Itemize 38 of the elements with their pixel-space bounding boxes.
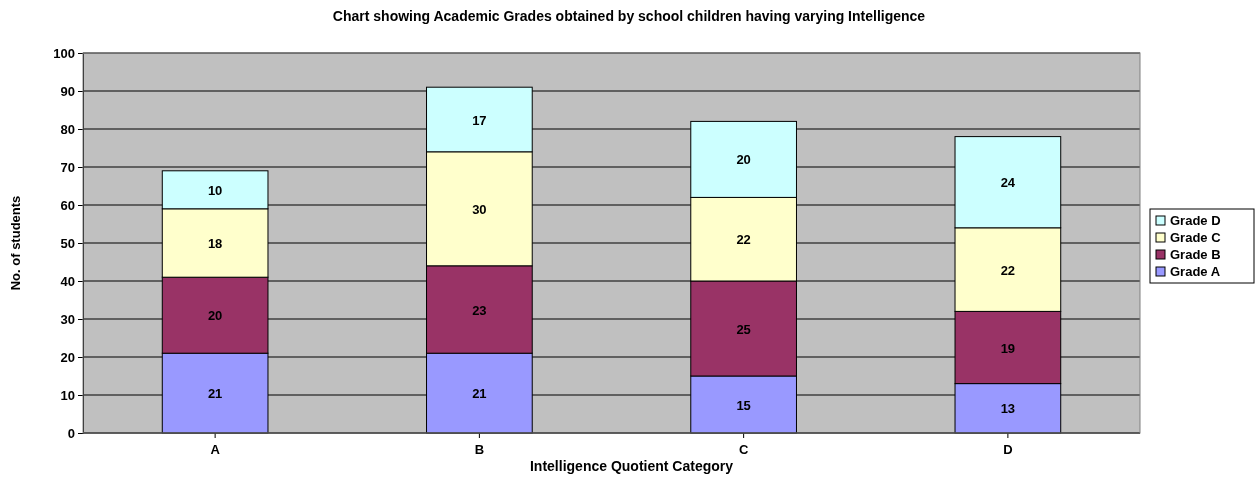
y-tick-label: 70 bbox=[60, 159, 75, 175]
chart-title: Chart showing Academic Grades obtained by school children having varying Intelligence bbox=[332, 8, 926, 24]
y-tick-label: 60 bbox=[60, 197, 75, 213]
data-label: 21 bbox=[472, 386, 487, 402]
data-label: 20 bbox=[207, 308, 223, 324]
y-tick-label: 100 bbox=[53, 45, 75, 61]
data-label: 30 bbox=[472, 201, 487, 217]
data-label: 22 bbox=[1000, 262, 1016, 278]
data-label: 23 bbox=[472, 302, 487, 318]
legend-label: Grade D bbox=[1170, 213, 1221, 228]
x-tick-label: B bbox=[474, 442, 485, 457]
data-label: 13 bbox=[1000, 401, 1016, 417]
y-tick-label: 50 bbox=[60, 235, 75, 251]
x-axis-title: Intelligence Quotient Category bbox=[529, 458, 734, 474]
data-label: 22 bbox=[736, 232, 751, 248]
data-label: 18 bbox=[207, 236, 223, 251]
x-tick-label: D bbox=[1003, 442, 1013, 457]
y-tick-label: 80 bbox=[60, 121, 75, 137]
legend-label: Grade B bbox=[1170, 247, 1221, 262]
data-label: 15 bbox=[736, 397, 751, 413]
data-label: 20 bbox=[736, 152, 751, 168]
data-label: 25 bbox=[736, 321, 751, 337]
y-axis-title: No. of students bbox=[8, 195, 23, 291]
y-tick-label: 0 bbox=[67, 425, 75, 441]
x-tick-label: A bbox=[210, 442, 221, 457]
data-label: 17 bbox=[472, 112, 487, 128]
data-label: 24 bbox=[1000, 175, 1016, 191]
y-tick-label: 10 bbox=[60, 387, 75, 403]
legend-label: Grade A bbox=[1170, 264, 1221, 279]
data-label: 21 bbox=[207, 386, 223, 402]
data-label: 10 bbox=[207, 182, 223, 198]
data-label: 19 bbox=[1000, 340, 1016, 356]
y-tick-label: 90 bbox=[60, 83, 75, 99]
y-tick-label: 30 bbox=[60, 311, 75, 327]
y-tick-label: 20 bbox=[60, 349, 75, 365]
legend-label: Grade C bbox=[1170, 230, 1222, 245]
y-tick-label: 40 bbox=[60, 273, 75, 289]
x-tick-label: C bbox=[738, 442, 749, 457]
